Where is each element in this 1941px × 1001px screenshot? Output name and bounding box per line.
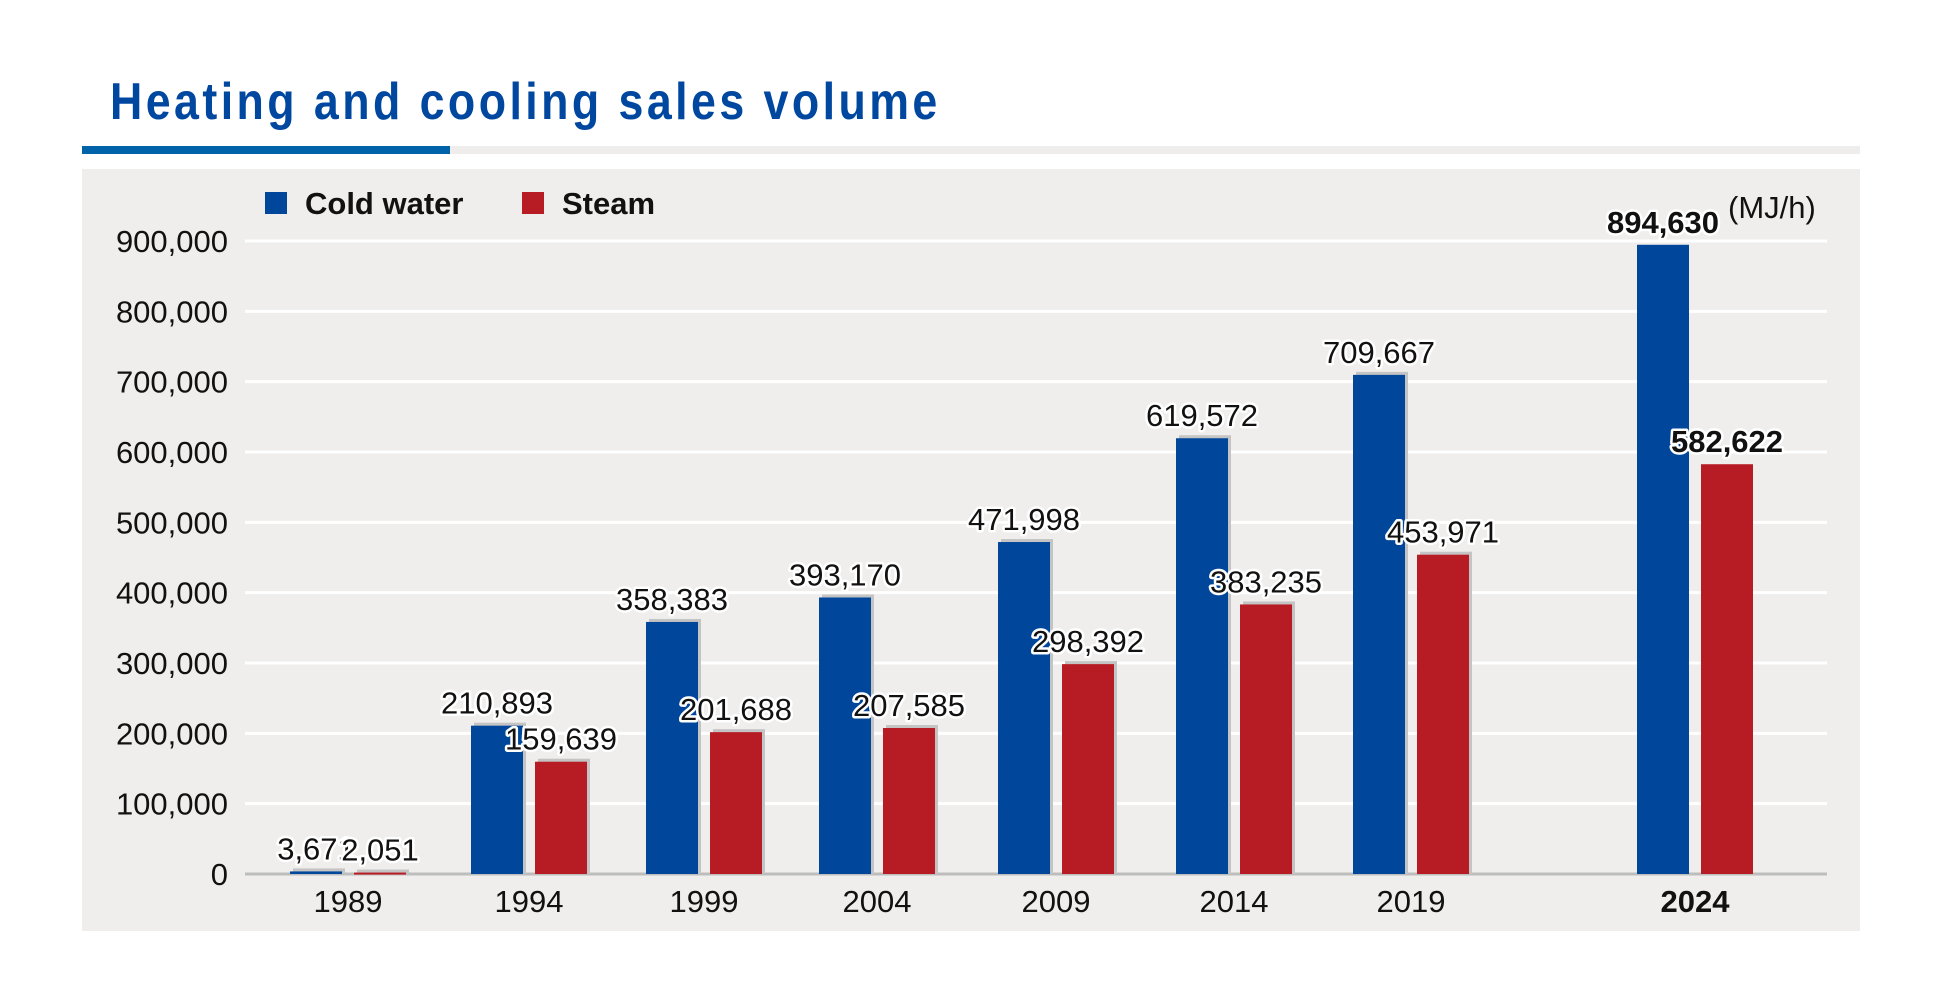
bar-cold-water-1994 xyxy=(471,725,523,874)
bar-steam-2024 xyxy=(1701,464,1753,874)
bar-cold-water-2009 xyxy=(998,542,1050,874)
chart-title: Heating and cooling sales volume xyxy=(110,73,941,131)
data-label: 453,971 xyxy=(1387,515,1499,550)
data-label: 709,667 xyxy=(1323,335,1435,370)
y-tick-label: 500,000 xyxy=(116,505,228,540)
bar-shadow xyxy=(357,869,409,874)
bar-cold-water-2024 xyxy=(1637,244,1689,874)
title-underline-accent xyxy=(82,146,450,154)
x-tick-label: 1989 xyxy=(314,884,383,919)
y-tick-label: 0 xyxy=(211,857,228,892)
data-label: 3,671 xyxy=(277,831,355,866)
y-tick-label: 600,000 xyxy=(116,435,228,470)
x-tick-label: 2009 xyxy=(1022,884,1091,919)
y-tick-label: 400,000 xyxy=(116,576,228,611)
bar-shadow xyxy=(293,868,345,874)
data-label: 207,585 xyxy=(853,688,965,723)
legend-swatch-cold-water xyxy=(265,192,287,214)
x-tick-label: 2024 xyxy=(1661,884,1731,919)
bar-steam-2019 xyxy=(1417,554,1469,874)
data-label: 2,051 xyxy=(341,833,419,868)
y-tick-label: 800,000 xyxy=(116,294,228,329)
title-underline-track xyxy=(82,146,1860,154)
data-label: 393,170 xyxy=(789,557,901,592)
y-tick-label: 200,000 xyxy=(116,716,228,751)
data-label: 582,622 xyxy=(1671,424,1783,459)
x-tick-label: 1999 xyxy=(670,884,739,919)
x-tick-label: 1994 xyxy=(495,884,564,919)
bar-steam-1999 xyxy=(710,732,762,874)
data-label: 471,998 xyxy=(968,502,1080,537)
bar-cold-water-1999 xyxy=(646,621,698,874)
data-label: 383,235 xyxy=(1210,564,1322,599)
x-tick-label: 2004 xyxy=(843,884,912,919)
data-label: 201,688 xyxy=(680,692,792,727)
bar-steam-1994 xyxy=(535,761,587,874)
data-label: 894,630 xyxy=(1607,205,1719,240)
bar-steam-2014 xyxy=(1240,604,1292,874)
x-tick-label: 2014 xyxy=(1200,884,1269,919)
data-label: 159,639 xyxy=(505,722,617,757)
y-tick-label: 900,000 xyxy=(116,224,228,259)
unit-label: (MJ/h) xyxy=(1728,190,1816,225)
data-label: 210,893 xyxy=(441,686,553,721)
legend-label: Steam xyxy=(562,186,655,221)
legend-label: Cold water xyxy=(305,186,463,221)
x-tick-label: 2019 xyxy=(1377,884,1446,919)
bar-cold-water-2004 xyxy=(819,597,871,874)
y-tick-label: 700,000 xyxy=(116,365,228,400)
bar-cold-water-2019 xyxy=(1353,374,1405,874)
data-label: 298,392 xyxy=(1032,624,1144,659)
legend-swatch-steam xyxy=(522,192,544,214)
bar-steam-2009 xyxy=(1062,664,1114,874)
data-label: 358,383 xyxy=(616,582,728,617)
data-label: 619,572 xyxy=(1146,398,1258,433)
bar-steam-1989 xyxy=(354,872,406,875)
bar-cold-water-2014 xyxy=(1176,438,1228,874)
bar-cold-water-1989 xyxy=(290,871,342,874)
y-tick-label: 300,000 xyxy=(116,646,228,681)
bar-steam-2004 xyxy=(883,727,935,874)
y-tick-label: 100,000 xyxy=(116,787,228,822)
